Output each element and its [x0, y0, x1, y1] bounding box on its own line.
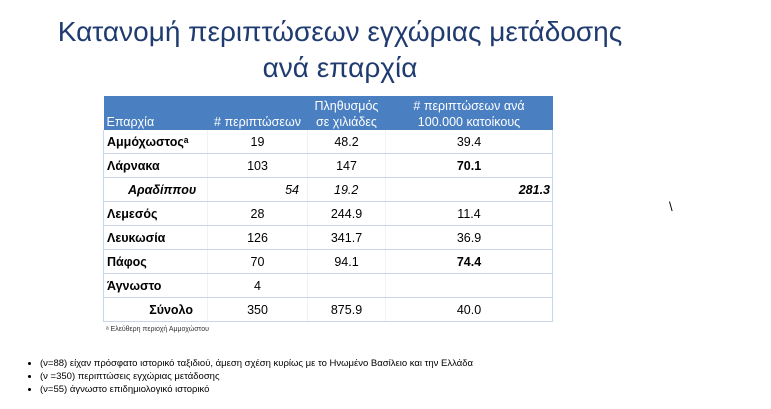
header-district: Επαρχία — [103, 96, 208, 130]
stray-mark: \ — [669, 199, 673, 214]
bullet-list: (ν=88) είχαν πρόσφατο ιστορικό ταξιδιού,… — [22, 357, 473, 396]
row-cases: 4 — [207, 273, 308, 298]
row-rate: 11.4 — [385, 201, 553, 226]
row-population: 48.2 — [307, 130, 386, 154]
row-district: Πάφος — [103, 249, 208, 274]
row-population: 244.9 — [307, 201, 386, 226]
row-population — [307, 273, 386, 298]
row-cases: 28 — [207, 201, 308, 226]
table-row: Άγνωστο 4 — [103, 273, 553, 298]
slide-title-line-2: ανά επαρχία — [262, 52, 418, 83]
row-population: 19.2 — [307, 177, 386, 202]
cases-by-district-table: Επαρχία # περιπτώσεων Πληθυσμός σε χιλιά… — [103, 96, 553, 322]
row-population: 875.9 — [307, 297, 386, 322]
row-population: 94.1 — [307, 249, 386, 274]
bullet-item: (ν=55) άγνωστο επιδημιολογικό ιστορικό — [40, 383, 473, 396]
table-row: Αμμόχωστοςᵃ 19 48.2 39.4 — [103, 130, 553, 154]
row-district: Άγνωστο — [103, 273, 208, 298]
row-cases: 54 — [207, 177, 308, 202]
slide-title-line-1: Κατανομή περιπτώσεων εγχώριας μετάδοσης — [57, 16, 623, 47]
row-cases: 19 — [207, 130, 308, 154]
row-cases: 103 — [207, 153, 308, 178]
row-cases: 350 — [207, 297, 308, 322]
table-footnote: ᵃ Ελεύθερη περιοχή Αμμοχώστου — [106, 326, 209, 333]
row-district: Λευκωσία — [103, 225, 208, 250]
row-population: 147 — [307, 153, 386, 178]
header-cases: # περιπτώσεων — [207, 96, 308, 130]
slide-title: Κατανομή περιπτώσεων εγχώριας μετάδοσης … — [0, 14, 680, 86]
table-row: Πάφος 70 94.1 74.4 — [103, 249, 553, 274]
row-district: Λάρνακα — [103, 153, 208, 178]
row-rate: 74.4 — [385, 249, 553, 274]
bullet-item: (ν =350) περιπτώσεις εγχώριας μετάδοσης — [40, 370, 473, 383]
row-cases: 126 — [207, 225, 308, 250]
row-district: Αμμόχωστοςᵃ — [103, 130, 208, 154]
row-rate: 36.9 — [385, 225, 553, 250]
table-row: Λεμεσός 28 244.9 11.4 — [103, 201, 553, 226]
row-cases: 70 — [207, 249, 308, 274]
bullet-item: (ν=88) είχαν πρόσφατο ιστορικό ταξιδιού,… — [40, 357, 473, 370]
header-population: Πληθυσμός σε χιλιάδες — [307, 96, 386, 130]
table-row-subarea: Αραδίππου 54 19.2 281.3 — [103, 177, 553, 202]
row-district: Αραδίππου — [103, 177, 208, 202]
row-rate: 281.3 — [385, 177, 553, 202]
row-rate: 70.1 — [385, 153, 553, 178]
row-district: Σύνολο — [103, 297, 208, 322]
table-row: Λάρνακα 103 147 70.1 — [103, 153, 553, 178]
table-row: Λευκωσία 126 341.7 36.9 — [103, 225, 553, 250]
header-rate: # περιπτώσεων ανά 100.000 κατοίκους — [385, 96, 553, 130]
row-rate — [385, 273, 553, 298]
row-population: 341.7 — [307, 225, 386, 250]
row-rate: 40.0 — [385, 297, 553, 322]
table-header-row: Επαρχία # περιπτώσεων Πληθυσμός σε χιλιά… — [103, 96, 553, 130]
row-rate: 39.4 — [385, 130, 553, 154]
table-row-total: Σύνολο 350 875.9 40.0 — [103, 297, 553, 322]
row-district: Λεμεσός — [103, 201, 208, 226]
